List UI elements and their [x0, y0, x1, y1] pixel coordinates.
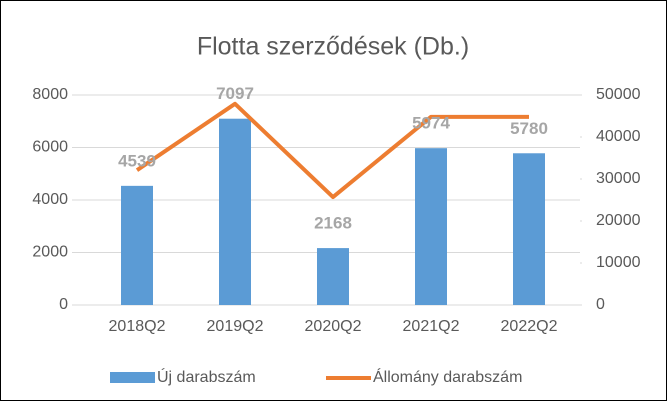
chart-title: Flotta szerződések (Db.) [197, 33, 469, 61]
line [135, 101, 529, 200]
data-label: 2168 [314, 214, 352, 233]
y2-tick-label: 40000 [596, 128, 641, 145]
legend-label: Állomány darabszám [373, 367, 522, 386]
x-tick-label: 2019Q2 [207, 318, 264, 335]
bar [317, 248, 349, 305]
y-tick-label: 6000 [32, 139, 68, 156]
bar [513, 153, 545, 305]
legend-swatch [110, 372, 155, 383]
x-tick-label: 2021Q2 [403, 318, 460, 335]
bar [219, 118, 251, 305]
y-tick-label: 8000 [32, 86, 68, 103]
bar [415, 148, 447, 305]
y-tick-label: 2000 [32, 244, 68, 261]
x-tick-label: 2018Q2 [109, 318, 166, 335]
x-tick-label: 2020Q2 [305, 318, 362, 335]
x-tick-label: 2022Q2 [501, 318, 558, 335]
y2-tick-label: 30000 [596, 170, 641, 187]
data-label: 7097 [216, 84, 254, 103]
data-label: 5974 [412, 114, 450, 133]
bar [121, 185, 153, 305]
data-label: 5780 [510, 119, 548, 138]
y-tick-label: 0 [59, 296, 68, 313]
y2-tick-label: 0 [596, 296, 605, 313]
legend-label: Új darabszám [157, 367, 256, 386]
y2-tick-label: 10000 [596, 254, 641, 271]
y2-tick-label: 50000 [596, 86, 641, 103]
y2-tick-label: 20000 [596, 212, 641, 229]
data-label: 4539 [118, 151, 156, 170]
y-tick-label: 4000 [32, 191, 68, 208]
